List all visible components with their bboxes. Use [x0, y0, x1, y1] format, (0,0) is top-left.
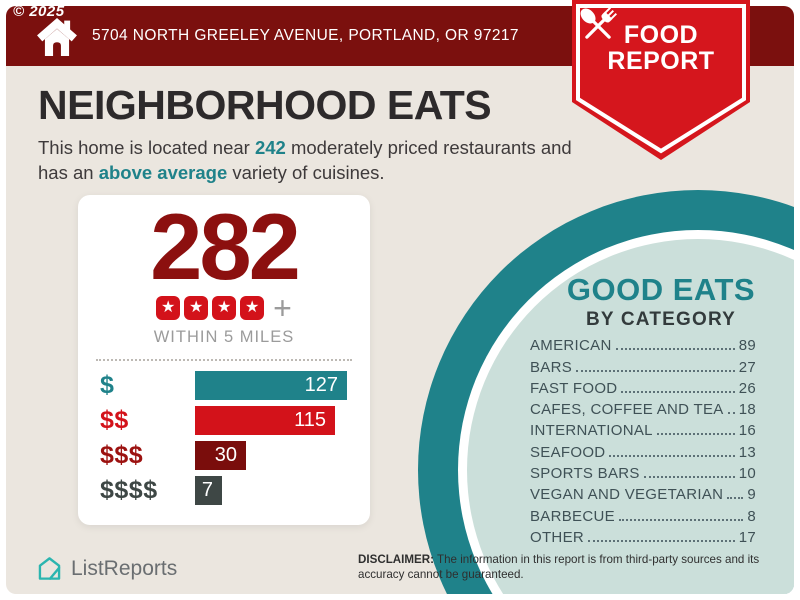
- home-icon: [37, 17, 77, 57]
- copyright: © 2025: [13, 3, 65, 20]
- restaurant-count-accent: 242: [254, 137, 286, 158]
- disclaimer-text: The information in this report is from t…: [358, 553, 760, 581]
- category-dot-leader: [656, 433, 735, 436]
- price-bar-row: $$$ 30: [78, 441, 370, 470]
- category-label: FAST FOOD: [530, 379, 618, 397]
- category-value: 89: [738, 337, 756, 355]
- category-row: VEGAN AND VEGETARIAN 9: [530, 482, 756, 503]
- category-label: CAFES, COFFEE AND TEA: [530, 401, 724, 419]
- price-bar: 127: [195, 371, 347, 400]
- category-dot-leader: [588, 539, 735, 542]
- category-value: 8: [747, 507, 756, 525]
- listreports-wordmark: ListReports: [71, 556, 178, 580]
- total-restaurants-count: 282: [150, 194, 301, 299]
- category-row: BARBECUE 8: [530, 503, 756, 525]
- radius-caption: WITHIN 5 MILES: [153, 328, 295, 346]
- disclaimer: DISCLAIMER: The information in this repo…: [358, 553, 774, 582]
- category-row: OTHER 17: [530, 525, 756, 546]
- plus-icon: +: [273, 290, 292, 326]
- category-value: 13: [738, 443, 756, 461]
- category-value: 17: [738, 528, 756, 546]
- category-row: SPORTS BARS 10: [530, 461, 756, 482]
- subtitle-text-3: has an: [38, 162, 99, 183]
- category-value: 16: [738, 422, 756, 440]
- category-dot-leader: [727, 497, 744, 500]
- category-label: OTHER: [530, 528, 584, 546]
- price-bar-row: $$ 115: [78, 406, 370, 435]
- ribbon-title-line2: REPORT: [607, 47, 715, 75]
- category-row: SEAFOOD 13: [530, 439, 756, 461]
- price-bar-rows: $127 $$ 115 $$$ 30 $$$$ 7: [78, 371, 370, 511]
- category-dot-leader: [576, 369, 735, 372]
- subtitle-text-4: variety of cuisines.: [227, 162, 385, 183]
- price-tier-label: $$$: [100, 441, 144, 469]
- subtitle-text-2: moderately priced restaurants and: [285, 137, 572, 158]
- disclaimer-label: DISCLAIMER:: [358, 553, 434, 566]
- star-icon: ★: [156, 296, 181, 320]
- star-icon: ★: [240, 296, 265, 320]
- category-dot-leader: [621, 390, 735, 393]
- good-eats-title: GOOD EATS: [566, 272, 756, 307]
- star-icon: ★: [212, 296, 237, 320]
- category-dot-leader: [609, 454, 735, 457]
- spoon-fork-icon: [580, 7, 617, 39]
- category-dot-leader: [643, 476, 735, 479]
- category-value: 27: [738, 358, 756, 376]
- price-bar-row: $$$$ 7: [78, 476, 370, 505]
- category-label: AMERICAN: [530, 337, 612, 355]
- divider: [96, 359, 352, 361]
- subtitle-text-1: This home is located near: [38, 137, 255, 158]
- food-report-ribbon: FOOD REPORT: [572, 0, 750, 162]
- variety-accent: above average: [98, 162, 228, 183]
- category-dot-leader: [618, 518, 744, 521]
- star-rating: ★ ★ ★ ★ +: [78, 290, 370, 326]
- price-bar-value: 7: [201, 479, 213, 501]
- category-value: 18: [738, 401, 756, 419]
- category-label: BARS: [530, 358, 573, 376]
- category-value: 26: [738, 379, 756, 397]
- price-tier-label: $: [100, 371, 115, 399]
- price-tier-label: $$: [100, 406, 129, 434]
- category-label: INTERNATIONAL: [530, 422, 653, 440]
- star-icon: ★: [184, 296, 209, 320]
- category-row: CAFES, COFFEE AND TEA 18: [530, 397, 756, 418]
- category-label: VEGAN AND VEGETARIAN: [530, 486, 724, 504]
- ribbon-title: FOOD REPORT: [572, 22, 750, 74]
- stats-card: 282 ★ ★ ★ ★ + WITHIN 5 MILES $127 $$ 115 $$$ 30 $…: [78, 195, 370, 525]
- category-label: SEAFOOD: [530, 443, 606, 461]
- good-eats-subtitle: BY CATEGORY: [585, 309, 737, 330]
- price-bar: 30: [195, 441, 246, 470]
- page-title: NEIGHBORHOOD EATS: [38, 82, 492, 128]
- listreports-house-icon: [38, 557, 61, 580]
- category-row: BARS 27: [530, 354, 756, 376]
- category-value: 10: [738, 465, 756, 483]
- category-label: BARBECUE: [530, 507, 615, 525]
- price-bar-row: $127: [78, 371, 370, 400]
- category-dot-leader: [615, 348, 735, 351]
- price-bar: 115: [195, 406, 335, 435]
- good-eats-heading: GOOD EATS BY CATEGORY: [486, 272, 794, 331]
- ribbon-shape: [572, 0, 750, 160]
- price-tier-label: $$$$: [100, 476, 158, 504]
- price-bar-value: 115: [294, 409, 326, 431]
- category-dot-leader: [727, 412, 735, 415]
- price-bar-value: 30: [214, 444, 237, 466]
- listreports-logo: ListReports: [36, 555, 177, 582]
- category-row: INTERNATIONAL 16: [530, 418, 756, 439]
- category-value: 9: [747, 486, 756, 504]
- category-label: SPORTS BARS: [530, 465, 640, 483]
- category-row: AMERICAN 89: [530, 333, 756, 354]
- price-bar-value: 127: [304, 374, 338, 396]
- ribbon-title-line1: FOOD: [623, 21, 699, 49]
- category-list: AMERICAN 89 BARS 27 FAST FOOD 26 CAFES, COFFEE…: [530, 333, 756, 546]
- page-subtitle: This home is located near 242 moderately…: [38, 135, 572, 185]
- property-address: 5704 NORTH GREELEY AVENUE, PORTLAND, OR …: [92, 27, 519, 44]
- category-row: FAST FOOD 26: [530, 376, 756, 397]
- price-bar: 7: [195, 476, 222, 505]
